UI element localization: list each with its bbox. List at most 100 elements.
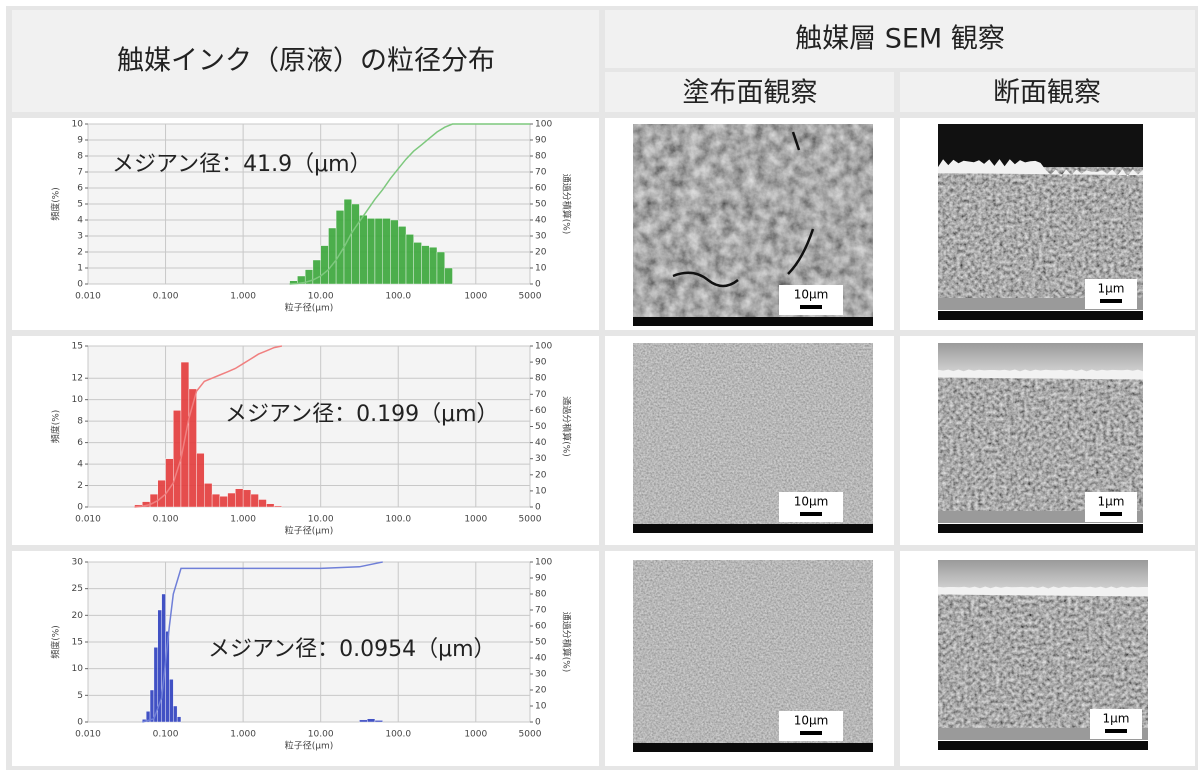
- x-tick-label: 1.000: [230, 515, 256, 525]
- scale-bar: [800, 512, 822, 516]
- histogram-bar: [149, 689, 155, 723]
- y2-tick-label: 10: [535, 486, 547, 496]
- x-tick-label: 1000: [464, 730, 487, 740]
- y2-tick-label: 40: [535, 654, 547, 664]
- cumulative-line: [134, 345, 283, 508]
- y-tick-label: 6: [77, 438, 83, 448]
- sem-info-strip: [938, 741, 1148, 750]
- y2-tick-label: 90: [535, 358, 547, 368]
- histogram-bar: [165, 631, 170, 723]
- histogram-bar: [366, 718, 376, 723]
- histogram-bar: [169, 679, 174, 723]
- x-tick-label: 1000: [464, 515, 487, 525]
- y2-tick-label: 50: [535, 422, 547, 432]
- y2-tick-label: 10: [535, 264, 547, 274]
- x-tick-label: 1000: [464, 292, 487, 302]
- histogram-bar: [312, 259, 321, 285]
- x-tick-label: 5000: [519, 730, 542, 740]
- histogram-bar: [204, 483, 213, 508]
- sem-crust: [938, 586, 1148, 597]
- y-tick-label: 0: [77, 503, 83, 513]
- x-tick-label: 0.100: [153, 515, 179, 525]
- y-tick-label: 15: [72, 638, 83, 648]
- scale-bar: [1100, 512, 1122, 516]
- scale-label: 1μm: [1098, 495, 1125, 509]
- x-tick-label: 1.000: [230, 730, 256, 740]
- x-tick-label: 10.00: [308, 730, 334, 740]
- histogram-bar: [359, 719, 368, 723]
- y2-tick-label: 60: [535, 622, 547, 632]
- scale-box: [779, 711, 843, 741]
- scale-bar: [1105, 729, 1127, 733]
- histogram-bar: [359, 214, 368, 285]
- header-cell: [605, 72, 894, 112]
- x-tick-label: 5000: [519, 515, 542, 525]
- x-tick-label: 10.00: [308, 292, 334, 302]
- histogram-bar: [273, 505, 283, 508]
- y-tick-label: 10: [72, 120, 84, 130]
- scale-box: [779, 285, 843, 315]
- histogram-bar: [366, 218, 376, 285]
- scale-bar: [800, 305, 822, 309]
- x-tick-label: 0.010: [75, 292, 101, 302]
- header-sub: 塗布面観察: [683, 78, 818, 109]
- histogram-bar: [320, 245, 329, 285]
- y-tick-label: 0: [77, 280, 83, 290]
- scale-label: 10μm: [794, 495, 829, 509]
- sem-info-strip: [633, 524, 873, 533]
- y2-tick-label: 20: [535, 470, 547, 480]
- sem-surface-image: 10μm: [633, 124, 873, 326]
- histogram-bar: [374, 720, 383, 723]
- histogram-bar: [235, 488, 244, 508]
- histogram-bar: [173, 410, 182, 508]
- scale-label: 1μm: [1098, 282, 1125, 296]
- scale-label: 10μm: [794, 288, 829, 302]
- y-tick-label: 5: [77, 691, 83, 701]
- histogram-bar: [266, 503, 275, 508]
- y2-tick-label: 100: [535, 342, 552, 352]
- y-tick-label: 10: [72, 664, 84, 674]
- header-cell: [900, 72, 1195, 112]
- scale-bar: [800, 731, 822, 735]
- y2-tick-label: 20: [535, 686, 547, 696]
- y-tick-label: 7: [77, 168, 83, 178]
- y2-tick-label: 50: [535, 200, 547, 210]
- sem-crust: [938, 159, 1143, 177]
- x-axis-label: 粒子径(μm): [285, 525, 334, 537]
- histogram-bar: [343, 198, 352, 285]
- x-tick-label: 10.00: [308, 515, 334, 525]
- sem-info-strip: [938, 311, 1143, 320]
- y-tick-label: 25: [72, 584, 83, 594]
- histogram-bar: [335, 210, 345, 285]
- sem-info-strip: [633, 317, 873, 326]
- histogram-bar: [382, 218, 391, 285]
- histogram-bar: [242, 489, 252, 508]
- y-tick-label: 8: [77, 417, 83, 427]
- histogram-bar: [173, 705, 178, 723]
- scale-label: 10μm: [794, 714, 829, 728]
- histogram-bar: [405, 234, 414, 285]
- sem-cross-section-image: 1μm: [938, 343, 1143, 533]
- y2-axis-label: 通過分積算(%): [561, 612, 573, 673]
- histogram-bar: [211, 493, 221, 508]
- sem-cross-section-image: 1μm: [938, 124, 1143, 320]
- scale-label: 1μm: [1103, 712, 1130, 726]
- y2-tick-label: 40: [535, 216, 547, 226]
- y-tick-label: 1: [77, 264, 83, 274]
- y-tick-label: 4: [77, 216, 83, 226]
- y2-axis-label: 通過分積算(%): [561, 396, 573, 457]
- y-tick-label: 5: [77, 200, 83, 210]
- x-tick-label: 5000: [519, 292, 542, 302]
- x-tick-label: 0.100: [153, 730, 179, 740]
- sem-crust: [938, 369, 1143, 380]
- header-right: 触媒層 SEM 観察: [795, 24, 1005, 55]
- x-tick-label: 0.010: [75, 515, 101, 525]
- y-axis-label: 頻度(%): [50, 625, 62, 659]
- y-tick-label: 4: [77, 460, 83, 470]
- y2-tick-label: 20: [535, 248, 547, 258]
- header-sub: 断面観察: [993, 78, 1101, 109]
- y2-tick-label: 100: [535, 120, 552, 130]
- y2-axis-label: 通過分積算(%): [561, 174, 573, 235]
